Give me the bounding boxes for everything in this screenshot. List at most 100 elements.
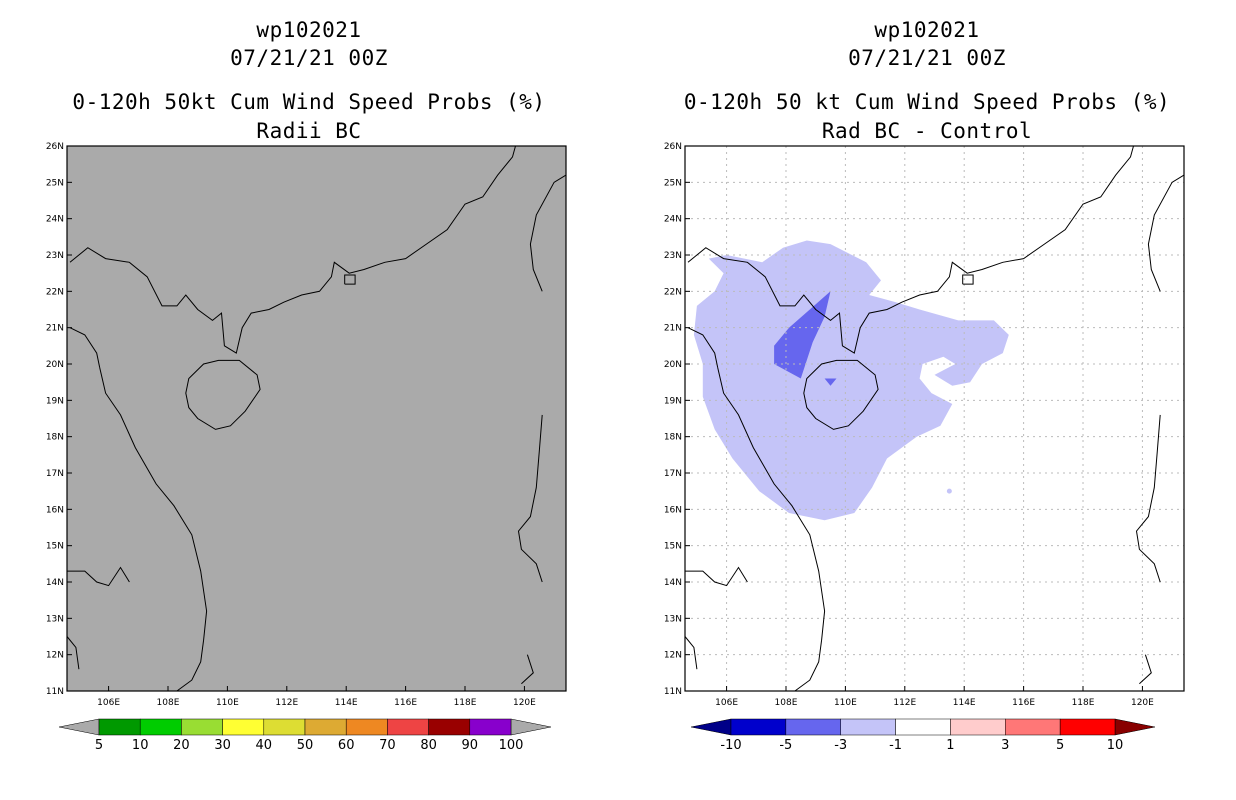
left-colorbar-swatch <box>222 718 265 736</box>
right-lon-label: 120E <box>1131 698 1154 708</box>
right-lon-label: 112E <box>893 698 916 708</box>
right-lon-label: 114E <box>953 698 976 708</box>
left-colorbar-label: 5 <box>95 738 103 753</box>
left-colorbar-swatch <box>263 718 306 736</box>
left-colorbar-label: 40 <box>256 738 273 753</box>
left-lat-label: 23N <box>46 251 64 261</box>
right-coastline-7 <box>1139 654 1152 685</box>
left-lat-label: 15N <box>46 542 64 552</box>
left-lat-label: 25N <box>46 178 64 188</box>
right-lat-label: 12N <box>664 651 682 661</box>
left-lat-label: 20N <box>46 360 64 370</box>
right-colorbar-label: 1 <box>946 738 954 753</box>
right-colorbar-label: 10 <box>1107 738 1124 753</box>
left-lat-label: 22N <box>46 287 64 297</box>
right-shade-light-dot <box>946 488 952 494</box>
left-coastline-0 <box>69 145 516 354</box>
right-colorbar-label: -3 <box>834 738 847 753</box>
left-coastline-3 <box>67 566 130 587</box>
right-lat-label: 25N <box>664 178 682 188</box>
right-hongkong-box <box>962 274 974 285</box>
left-title-date: 07/21/21 00Z <box>230 46 388 70</box>
right-colorbar-swatch <box>785 718 841 736</box>
right-shade-dark-blob <box>824 378 837 386</box>
right-hainan-island <box>803 359 879 430</box>
left-colorbar-label: 20 <box>173 738 190 753</box>
left-lon-label: 120E <box>513 698 536 708</box>
right-title-storm-id: wp102021 <box>874 18 980 42</box>
left-map-frame <box>66 145 567 692</box>
left-colorbar-swatch <box>345 718 388 736</box>
left-map-svg: 26N 25N 24N 23N 22N 21N 20N 19N 18N 17N 16N 15N 14N 1… <box>46 142 567 753</box>
left-coastline-4 <box>66 636 80 670</box>
left-colorbar-arrow-right <box>510 718 552 736</box>
right-coastline-3 <box>685 566 748 587</box>
right-title-date: 07/21/21 00Z <box>848 46 1006 70</box>
left-colorbar-arrow-left <box>58 718 100 736</box>
right-lat-label: 18N <box>664 433 682 443</box>
left-map-group: 26N 25N 24N 23N 22N 21N 20N 19N 18N 17N 16N 15N 14N 1… <box>46 142 567 708</box>
left-colorbar-label: 30 <box>214 738 231 753</box>
left-lat-label: 26N <box>46 142 64 152</box>
right-colorbar-swatch <box>730 718 787 736</box>
right-lat-label: 26N <box>664 142 682 152</box>
right-lat-label: 13N <box>664 614 682 624</box>
left-lon-label: 116E <box>394 698 417 708</box>
left-colorbar-label: 70 <box>379 738 396 753</box>
left-title-storm-id: wp102021 <box>256 18 362 42</box>
left-colorbar-label: 80 <box>420 738 437 753</box>
right-lon-label: 116E <box>1012 698 1035 708</box>
right-colorbar-label: 5 <box>1056 738 1064 753</box>
right-lon-label: 110E <box>834 698 857 708</box>
right-colorbar-swatch <box>1059 718 1116 736</box>
right-colorbar-swatch <box>950 718 1006 736</box>
right-colorbar-swatch <box>840 718 896 736</box>
left-lat-label: 21N <box>46 324 64 334</box>
left-colorbar-label: 50 <box>297 738 314 753</box>
left-map-background <box>67 146 566 691</box>
right-title-product: 0-120h 50 kt Cum Wind Speed Probs (%) <box>683 90 1171 114</box>
right-coastline-0 <box>687 145 1134 354</box>
left-colorbar-swatch <box>428 718 471 736</box>
right-colorbar-label: -1 <box>889 738 902 753</box>
left-lat-label: 24N <box>46 215 64 225</box>
right-lon-label: 106E <box>715 698 738 708</box>
right-lat-label: 21N <box>664 324 682 334</box>
left-lat-label: 19N <box>46 396 64 406</box>
right-lat-label: 16N <box>664 505 682 515</box>
right-colorbar-arrow-left <box>690 718 732 736</box>
left-lat-label: 18N <box>46 433 64 443</box>
left-colorbar-label: 90 <box>462 738 479 753</box>
right-coastline-6 <box>1135 414 1161 583</box>
left-lat-label: 14N <box>46 578 64 588</box>
left-map-panel: wp102021 07/21/21 00Z 0-120h 50kt Cum Wi… <box>46 18 567 753</box>
right-lat-label: 20N <box>664 360 682 370</box>
right-lat-label: 11N <box>664 687 682 697</box>
right-coastline-5 <box>1147 174 1185 292</box>
left-coastline-6 <box>517 414 543 583</box>
left-colorbar: 5 10 20 30 40 50 60 70 80 90 100 <box>58 718 552 753</box>
left-lon-label: 114E <box>335 698 358 708</box>
right-lon-label: 118E <box>1072 698 1095 708</box>
left-lon-label: 112E <box>275 698 298 708</box>
left-colorbar-label: 100 <box>499 738 524 753</box>
right-colorbar-swatch <box>895 718 951 736</box>
right-lon-label: 108E <box>775 698 798 708</box>
left-colorbar-label: 10 <box>132 738 149 753</box>
left-hongkong-box <box>344 274 356 285</box>
left-lat-label: 13N <box>46 614 64 624</box>
right-lat-label: 17N <box>664 469 682 479</box>
left-coastline-1 <box>99 367 208 692</box>
left-colorbar-swatch <box>139 718 182 736</box>
right-map-group: 26N 25N 24N 23N 22N 21N 20N 19N 18N 17N 16N 15N 14N 1… <box>664 142 1185 708</box>
right-colorbar-label: -5 <box>779 738 792 753</box>
left-lat-label: 16N <box>46 505 64 515</box>
right-shade-light-region <box>693 240 1009 521</box>
right-shade-dark-region <box>774 291 831 379</box>
left-title-run: Radii BC <box>256 119 362 143</box>
left-coastline-2 <box>69 327 101 368</box>
left-colorbar-swatch <box>98 718 141 736</box>
left-lon-label: 110E <box>216 698 239 708</box>
left-title-product: 0-120h 50kt Cum Wind Speed Probs (%) <box>72 90 546 114</box>
right-lat-label: 19N <box>664 396 682 406</box>
